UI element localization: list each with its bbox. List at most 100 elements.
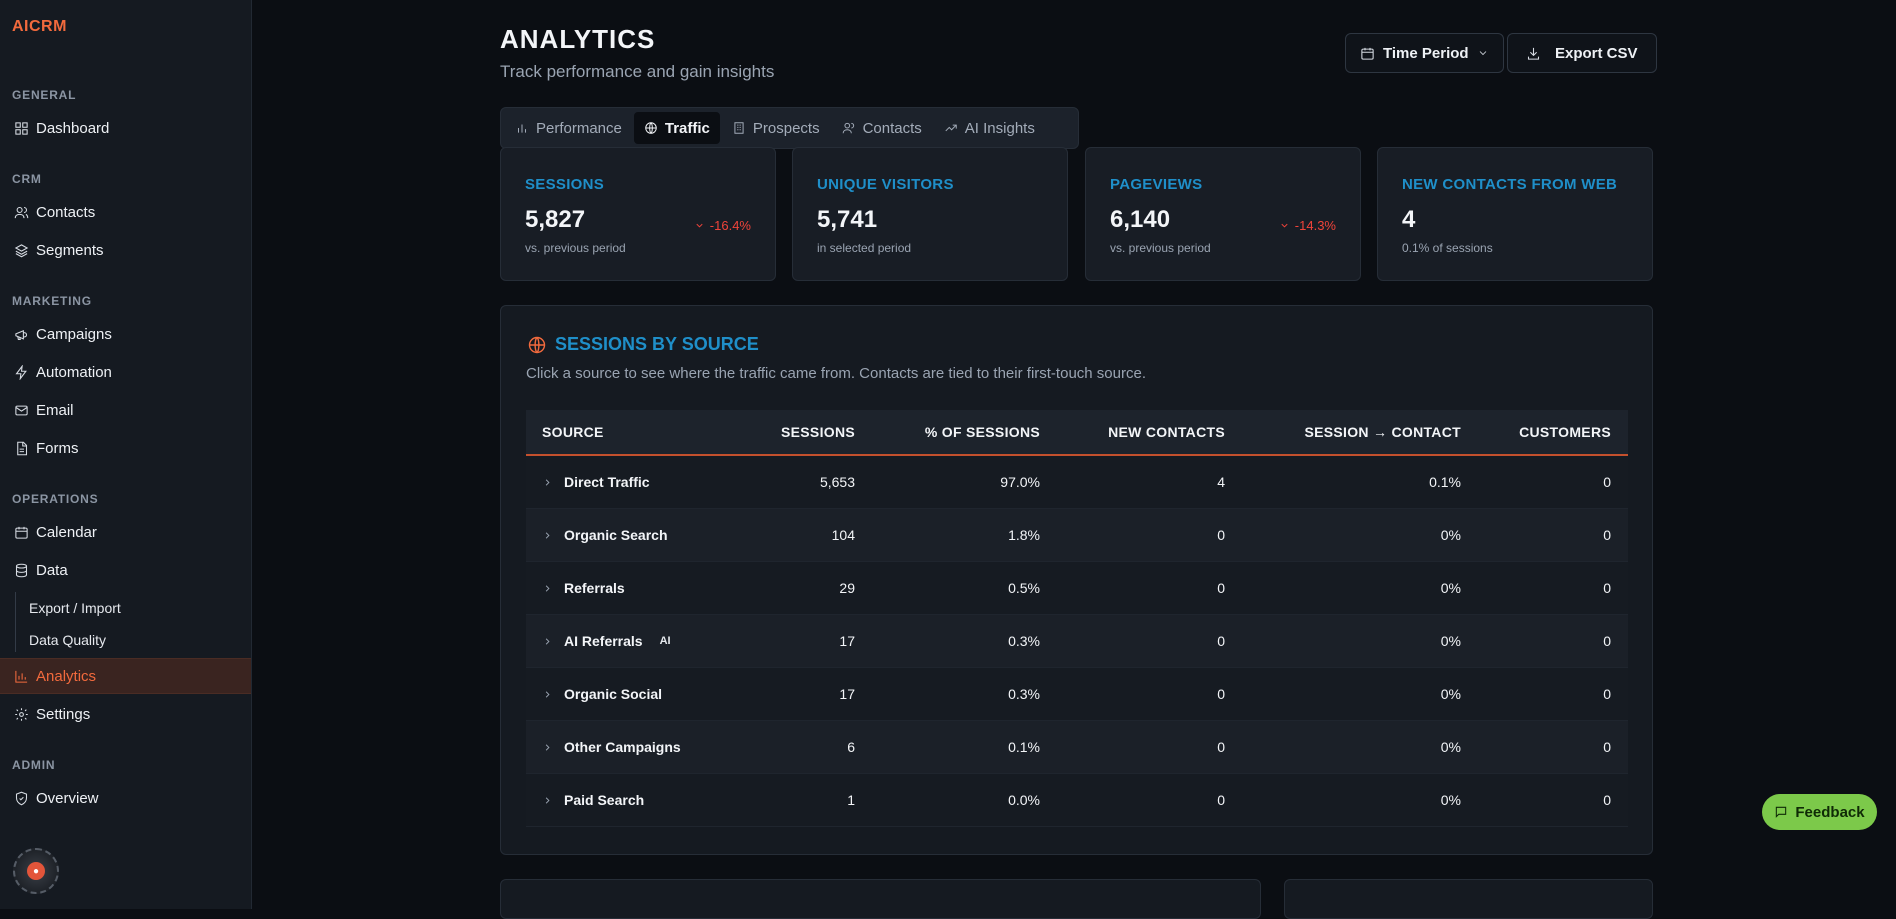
kpi-label: PAGEVIEWS xyxy=(1110,176,1203,193)
table-row[interactable]: Organic Search 104 1.8% 0 0% 0 xyxy=(526,509,1628,562)
sidebar-item-forms[interactable]: Forms xyxy=(0,430,251,466)
column-header-customers[interactable]: CUSTOMERS xyxy=(1519,424,1611,440)
source-cell: Organic Social xyxy=(526,686,716,702)
tab-label: Traffic xyxy=(664,119,710,137)
sidebar-item-label: Automation xyxy=(36,363,112,381)
table-row[interactable]: Direct Traffic 5,653 97.0% 4 0.1% 0 xyxy=(526,456,1628,509)
column-header-pct-sessions[interactable]: % OF SESSIONS xyxy=(924,424,1040,440)
tab-label: AI Insights xyxy=(964,119,1035,137)
table-row[interactable]: Paid Search 1 0.0% 0 0% 0 xyxy=(526,774,1628,827)
tab-label: Performance xyxy=(536,119,622,137)
time-period-dropdown[interactable]: Time Period xyxy=(1345,33,1504,73)
tab-ai-insights[interactable]: AI Insights xyxy=(934,112,1045,144)
sidebar-subitem-data-quality[interactable]: Data Quality xyxy=(29,632,107,648)
conversion-cell: 0% xyxy=(1440,580,1461,596)
source-name: Organic Search xyxy=(564,527,668,543)
kpi-value: 5,741 xyxy=(817,206,878,233)
conversion-cell: 0% xyxy=(1440,739,1461,755)
microphone-icon: ● xyxy=(27,862,45,880)
kpi-delta-value: -16.4% xyxy=(709,218,751,233)
building-icon xyxy=(734,122,744,134)
chevron-right-icon[interactable] xyxy=(542,795,553,806)
tab-performance[interactable]: Performance xyxy=(505,112,632,144)
customers-cell: 0 xyxy=(1603,739,1611,755)
kpi-note: vs. previous period xyxy=(525,241,626,255)
sidebar-item-label: Contacts xyxy=(36,203,96,221)
sidebar-item-data[interactable]: Data xyxy=(0,552,251,588)
kpi-label: NEW CONTACTS FROM WEB xyxy=(1402,176,1618,193)
pct-cell: 0.5% xyxy=(1008,580,1040,596)
section-admin: ADMIN xyxy=(12,758,56,772)
table-row[interactable]: AI Referrals AI 17 0.3% 0 0% 0 xyxy=(526,615,1628,668)
sidebar: AICRM GENERAL Dashboard CRM Contacts Seg… xyxy=(0,0,252,909)
chevron-right-icon[interactable] xyxy=(542,530,553,541)
kpi-delta: -16.4% xyxy=(694,218,751,233)
chevron-right-icon[interactable] xyxy=(542,636,553,647)
table-header: SOURCE SESSIONS % OF SESSIONS NEW CONTAC… xyxy=(526,410,1628,456)
voice-assistant-button[interactable]: ● xyxy=(13,848,59,894)
column-header-new-contacts[interactable]: NEW CONTACTS xyxy=(1108,424,1225,440)
column-header-source[interactable]: SOURCE xyxy=(542,424,604,440)
pct-cell: 97.0% xyxy=(1000,474,1040,490)
sidebar-item-settings[interactable]: Settings xyxy=(0,696,251,732)
kpi-label: UNIQUE VISITORS xyxy=(817,176,954,193)
kpi-card-new-contacts: NEW CONTACTS FROM WEB 4 0.1% of sessions xyxy=(1377,147,1653,281)
sidebar-item-campaigns[interactable]: Campaigns xyxy=(0,316,251,352)
sidebar-item-email[interactable]: Email xyxy=(0,392,251,428)
chevron-right-icon[interactable] xyxy=(542,583,553,594)
sidebar-item-overview[interactable]: Overview xyxy=(0,780,251,816)
kpi-note: 0.1% of sessions xyxy=(1402,241,1493,255)
sidebar-item-label: Analytics xyxy=(36,667,97,685)
brand-logo[interactable]: AICRM xyxy=(12,18,67,35)
feedback-button[interactable]: Feedback xyxy=(1762,794,1877,830)
column-header-session-contact[interactable]: SESSION → CONTACT xyxy=(1304,424,1461,440)
sessions-cell: 1 xyxy=(847,792,855,808)
tab-traffic[interactable]: Traffic xyxy=(633,112,720,144)
conversion-cell: 0% xyxy=(1440,527,1461,543)
sidebar-item-automation[interactable]: Automation xyxy=(0,354,251,390)
table-row[interactable]: Organic Social 17 0.3% 0 0% 0 xyxy=(526,668,1628,721)
column-header-sessions[interactable]: SESSIONS xyxy=(781,424,855,440)
tab-contacts[interactable]: Contacts xyxy=(832,112,932,144)
pct-cell: 0.0% xyxy=(1008,792,1040,808)
sidebar-item-label: Campaigns xyxy=(36,325,112,343)
tab-label: Prospects xyxy=(752,119,820,137)
chevron-down-icon xyxy=(1479,51,1486,56)
tab-prospects[interactable]: Prospects xyxy=(722,112,830,144)
source-cell: Other Campaigns xyxy=(526,739,716,755)
sidebar-item-segments[interactable]: Segments xyxy=(0,232,251,268)
source-name: Referrals xyxy=(564,580,625,596)
sidebar-item-dashboard[interactable]: Dashboard xyxy=(0,110,251,146)
panel-title: SESSIONS BY SOURCE xyxy=(527,334,759,355)
chevron-right-icon[interactable] xyxy=(542,477,553,488)
chevron-right-icon[interactable] xyxy=(542,742,553,753)
page-title: ANALYTICS xyxy=(500,24,656,54)
mail-icon xyxy=(12,401,30,419)
chevron-down-icon xyxy=(1281,223,1288,228)
kpi-card-pageviews: PAGEVIEWS 6,140 -14.3% vs. previous peri… xyxy=(1085,147,1361,281)
sidebar-item-contacts[interactable]: Contacts xyxy=(0,194,251,230)
kpi-delta: -14.3% xyxy=(1279,218,1336,233)
pct-cell: 1.8% xyxy=(1008,527,1040,543)
new-contacts-cell: 0 xyxy=(1217,686,1225,702)
export-csv-button[interactable]: Export CSV xyxy=(1507,33,1657,73)
pct-cell: 0.3% xyxy=(1008,633,1040,649)
chevron-right-icon[interactable] xyxy=(542,689,553,700)
layers-icon xyxy=(12,241,30,259)
sidebar-item-analytics[interactable]: Analytics xyxy=(0,658,251,694)
kpi-note: in selected period xyxy=(817,241,912,255)
table-row[interactable]: Referrals 29 0.5% 0 0% 0 xyxy=(526,562,1628,615)
table-row[interactable]: Other Campaigns 6 0.1% 0 0% 0 xyxy=(526,721,1628,774)
users-icon xyxy=(842,122,854,134)
trend-icon xyxy=(945,124,957,132)
ai-badge: AI xyxy=(659,635,671,647)
sidebar-item-calendar[interactable]: Calendar xyxy=(0,514,251,550)
sidebar-subitem-export-import[interactable]: Export / Import xyxy=(29,600,121,616)
sessions-cell: 6 xyxy=(847,739,855,755)
customers-cell: 0 xyxy=(1603,527,1611,543)
customers-cell: 0 xyxy=(1603,580,1611,596)
sidebar-item-label: Dashboard xyxy=(36,119,110,137)
sessions-table: SOURCE SESSIONS % OF SESSIONS NEW CONTAC… xyxy=(526,410,1628,827)
source-name: Organic Social xyxy=(564,686,663,702)
sessions-cell: 17 xyxy=(839,633,855,649)
